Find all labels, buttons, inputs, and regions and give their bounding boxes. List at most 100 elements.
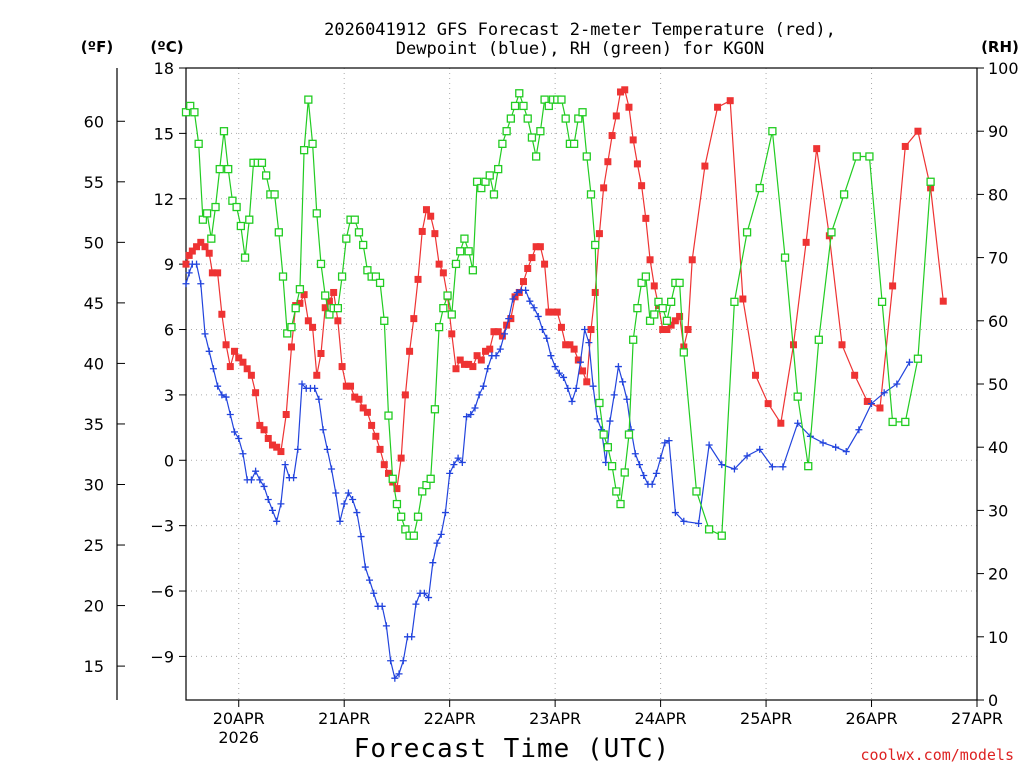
data-point-dewpoint	[182, 280, 190, 288]
series-line	[185, 263, 911, 680]
data-point-rh	[388, 474, 397, 483]
data-point-rh	[730, 297, 739, 306]
data-point-rh	[460, 234, 469, 243]
data-point-rh	[515, 89, 524, 98]
data-point-temperature	[663, 326, 671, 334]
data-point-rh	[523, 114, 532, 123]
data-point-rh	[624, 430, 634, 439]
data-point-temperature	[591, 288, 599, 296]
data-point-dewpoint	[260, 482, 268, 490]
data-point-dewpoint	[218, 391, 226, 399]
data-point-temperature	[579, 367, 587, 375]
data-point-temperature	[243, 365, 251, 373]
data-point-dewpoint	[463, 413, 471, 421]
data-point-rh	[704, 525, 714, 534]
data-point-temperature	[528, 254, 536, 262]
data-point-temperature	[208, 269, 216, 277]
data-point-rh	[481, 177, 490, 186]
data-point-temperature	[393, 485, 401, 493]
data-point-temperature	[566, 341, 574, 349]
data-point-temperature	[185, 251, 193, 259]
data-point-temperature	[486, 345, 494, 353]
data-point-rh	[485, 171, 494, 180]
data-point-dewpoint	[657, 454, 665, 462]
data-point-rh	[582, 152, 591, 161]
celsius-tick-label: 9	[164, 255, 174, 274]
data-point-dewpoint	[235, 434, 243, 442]
data-point-dewpoint	[366, 576, 374, 584]
fahrenheit-tick-label: 35	[84, 415, 104, 434]
data-point-dewpoint	[501, 330, 509, 338]
data-point-rh	[768, 127, 777, 136]
data-point-temperature	[638, 182, 646, 190]
data-point-dewpoint	[437, 530, 445, 538]
data-point-rh	[295, 285, 305, 294]
rh-tick-label: 30	[988, 501, 1008, 520]
data-point-rh	[375, 278, 385, 288]
data-point-temperature	[562, 341, 570, 349]
data-point-dewpoint	[623, 395, 631, 403]
data-point-rh	[536, 127, 545, 136]
data-point-temperature	[667, 321, 675, 329]
data-point-temperature	[300, 291, 308, 299]
data-point-dewpoint	[328, 465, 336, 473]
data-point-rh	[451, 259, 461, 269]
data-point-rh	[363, 266, 372, 275]
data-point-dewpoint	[496, 345, 504, 353]
data-point-rh	[422, 480, 431, 490]
data-point-dewpoint	[412, 600, 420, 608]
data-point-rh	[325, 310, 334, 319]
data-point-dewpoint	[484, 365, 492, 373]
celsius-tick-label: 0	[164, 451, 174, 470]
data-point-dewpoint	[323, 445, 331, 453]
data-point-temperature	[268, 441, 276, 449]
data-point-dewpoint	[332, 489, 340, 497]
x-tick-sublabel: 2026	[218, 728, 259, 747]
data-point-rh	[544, 101, 553, 111]
data-point-rh	[888, 417, 897, 427]
data-point-temperature	[617, 88, 625, 96]
data-point-temperature	[545, 308, 553, 316]
data-point-dewpoint	[631, 450, 639, 458]
data-point-rh	[316, 259, 326, 269]
series-layer	[181, 86, 947, 682]
data-point-dewpoint	[433, 539, 441, 547]
data-point-rh	[434, 322, 444, 332]
data-point-temperature	[553, 308, 561, 316]
data-point-rh	[270, 190, 279, 199]
data-point-temperature	[851, 371, 859, 379]
data-point-temperature	[482, 347, 490, 355]
data-point-rh	[814, 335, 823, 344]
data-point-rh	[502, 127, 511, 136]
data-point-rh	[308, 139, 317, 148]
data-point-temperature	[427, 212, 435, 220]
data-point-dewpoint	[652, 469, 660, 477]
data-point-dewpoint	[252, 467, 260, 475]
data-point-dewpoint	[446, 469, 454, 477]
data-point-rh	[603, 443, 613, 452]
data-point-dewpoint	[855, 426, 863, 434]
data-point-dewpoint	[349, 496, 357, 504]
x-tick-label: 20APR	[213, 709, 265, 728]
data-point-rh	[274, 228, 283, 237]
data-point-rh	[637, 278, 646, 288]
data-point-rh	[717, 531, 726, 540]
data-point-dewpoint	[610, 391, 618, 399]
data-point-temperature	[282, 411, 290, 419]
data-point-rh	[278, 272, 288, 281]
data-point-rh	[397, 512, 406, 521]
data-point-rh	[312, 209, 321, 218]
data-point-rh	[531, 152, 541, 161]
fahrenheit-unit-label: (ºF)	[81, 38, 113, 56]
data-point-dewpoint	[743, 452, 751, 460]
data-point-dewpoint	[264, 496, 272, 504]
data-point-temperature	[330, 288, 338, 296]
data-point-temperature	[435, 260, 443, 268]
data-point-dewpoint	[505, 315, 513, 323]
data-point-dewpoint	[492, 352, 500, 360]
data-point-temperature	[469, 363, 477, 371]
rh-tick-label: 20	[988, 565, 1008, 584]
data-point-temperature	[519, 278, 527, 286]
data-point-rh	[299, 146, 309, 155]
data-point-rh	[321, 291, 330, 300]
